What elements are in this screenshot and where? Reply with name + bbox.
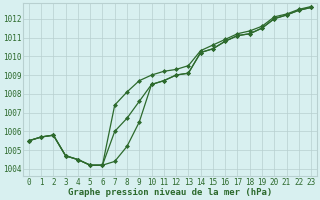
X-axis label: Graphe pression niveau de la mer (hPa): Graphe pression niveau de la mer (hPa) [68,188,272,197]
